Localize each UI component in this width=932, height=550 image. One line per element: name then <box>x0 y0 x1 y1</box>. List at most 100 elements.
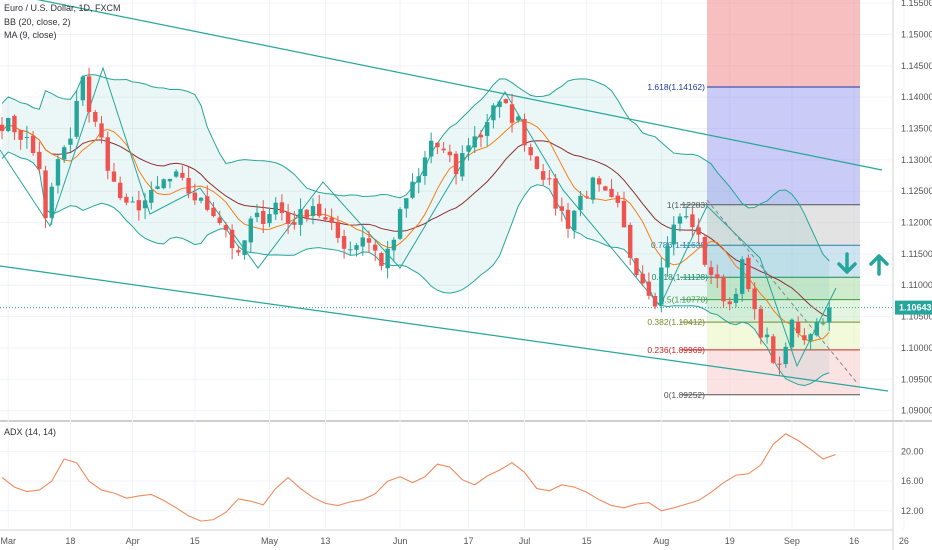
fib-level-label: 1.618(1.14162) <box>647 82 705 92</box>
candle-up <box>466 145 471 152</box>
candle-up <box>385 248 390 269</box>
candle-down <box>634 258 639 276</box>
candle-up <box>142 200 148 209</box>
candle-up <box>764 334 770 338</box>
arrow-up-icon <box>869 254 889 276</box>
candle-up <box>130 201 135 203</box>
candle-up <box>49 186 54 218</box>
candle-down <box>18 130 23 140</box>
candle-down <box>727 301 732 305</box>
candle-down <box>317 203 322 216</box>
candle-up <box>827 307 832 323</box>
fib-zone-extension <box>707 87 860 205</box>
candle-up <box>460 153 465 177</box>
candle-down <box>435 142 440 148</box>
candle-up <box>310 206 316 216</box>
candle-down <box>596 178 602 185</box>
time-tick-label: 18 <box>65 536 75 546</box>
time-tick-label: May <box>261 536 279 546</box>
price-tick-label: 1.11000 <box>901 280 932 290</box>
candle-down <box>441 148 446 151</box>
candle-up <box>68 138 73 145</box>
candle-down <box>603 186 608 191</box>
candle-down <box>223 225 229 231</box>
candle-down <box>341 236 347 249</box>
candle-up <box>24 137 30 139</box>
candle-down <box>124 196 129 203</box>
bollinger-legend[interactable]: BB (20, close, 2) <box>4 17 71 27</box>
candle-down <box>111 171 117 182</box>
candle-up <box>242 240 247 255</box>
candle-down <box>696 227 701 235</box>
candle-down <box>752 288 757 310</box>
candle-up <box>254 212 260 218</box>
upper-channel-line <box>36 0 883 171</box>
candle-down <box>758 308 764 338</box>
time-tick-label: 15 <box>190 536 200 546</box>
candle-up <box>578 195 583 211</box>
time-tick-label: 17 <box>463 536 473 546</box>
candle-up <box>659 267 664 305</box>
candle-down <box>105 137 110 171</box>
candle-up <box>298 209 303 225</box>
candle-down <box>802 335 807 341</box>
candle-down <box>528 147 533 156</box>
symbol-legend[interactable]: Euro / U.S. Dollar, 1D, FXCM <box>4 3 121 13</box>
price-tick-label: 1.10000 <box>901 343 932 353</box>
candle-down <box>553 178 558 209</box>
candle-down <box>0 124 5 132</box>
candle-down <box>652 296 658 307</box>
candle-up <box>6 117 11 132</box>
candle-down <box>279 202 285 213</box>
adx-tick-label: 20.00 <box>901 447 924 457</box>
candle-down <box>540 171 546 180</box>
moving-average-line <box>1 120 830 343</box>
candle-up <box>428 140 434 157</box>
candle-down <box>180 172 185 178</box>
candle-up <box>173 171 179 177</box>
price-tick-label: 1.09000 <box>901 406 932 416</box>
candle-down <box>86 76 92 112</box>
candle-up <box>684 216 689 218</box>
bollinger-fill <box>2 74 830 386</box>
price-tick-label: 1.12500 <box>901 186 932 196</box>
candle-up <box>484 122 490 136</box>
candle-down <box>721 276 726 302</box>
time-tick-label: Sep <box>784 536 800 546</box>
candle-down <box>690 214 695 228</box>
price-tick-label: 1.11500 <box>901 249 932 259</box>
candle-up <box>497 101 502 108</box>
candle-up <box>814 321 820 336</box>
price-tick-label: 1.09500 <box>901 374 932 384</box>
candle-down <box>304 209 309 218</box>
candle-down <box>522 118 527 146</box>
moving-average-legend[interactable]: MA (9, close) <box>4 30 57 40</box>
price-tick-label: 1.15000 <box>901 29 932 39</box>
candle-down <box>366 238 372 243</box>
candle-down <box>478 134 484 138</box>
price-tick-label: 1.14000 <box>901 92 932 102</box>
candle-up <box>572 210 577 231</box>
candle-up <box>665 246 670 268</box>
time-tick-label: Aug <box>653 536 669 546</box>
candle-down <box>30 135 36 154</box>
candle-up <box>397 209 403 239</box>
candle-up <box>74 101 79 137</box>
candle-down <box>379 253 384 266</box>
adx-legend[interactable]: ADX (14, 14) <box>4 427 57 437</box>
time-tick-label: Mar <box>0 536 16 546</box>
candle-up <box>808 334 813 341</box>
time-tick-label: Jul <box>519 536 531 546</box>
candle-down <box>229 229 235 249</box>
price-tick-label: 1.13500 <box>901 124 932 134</box>
candle-up <box>733 293 739 303</box>
candle-up <box>391 239 397 251</box>
candle-down <box>261 210 266 225</box>
candle-down <box>628 224 633 258</box>
candle-down <box>99 123 104 138</box>
candle-down <box>771 336 776 363</box>
candle-down <box>211 207 216 217</box>
candle-up <box>404 198 409 209</box>
candle-down <box>373 244 378 251</box>
